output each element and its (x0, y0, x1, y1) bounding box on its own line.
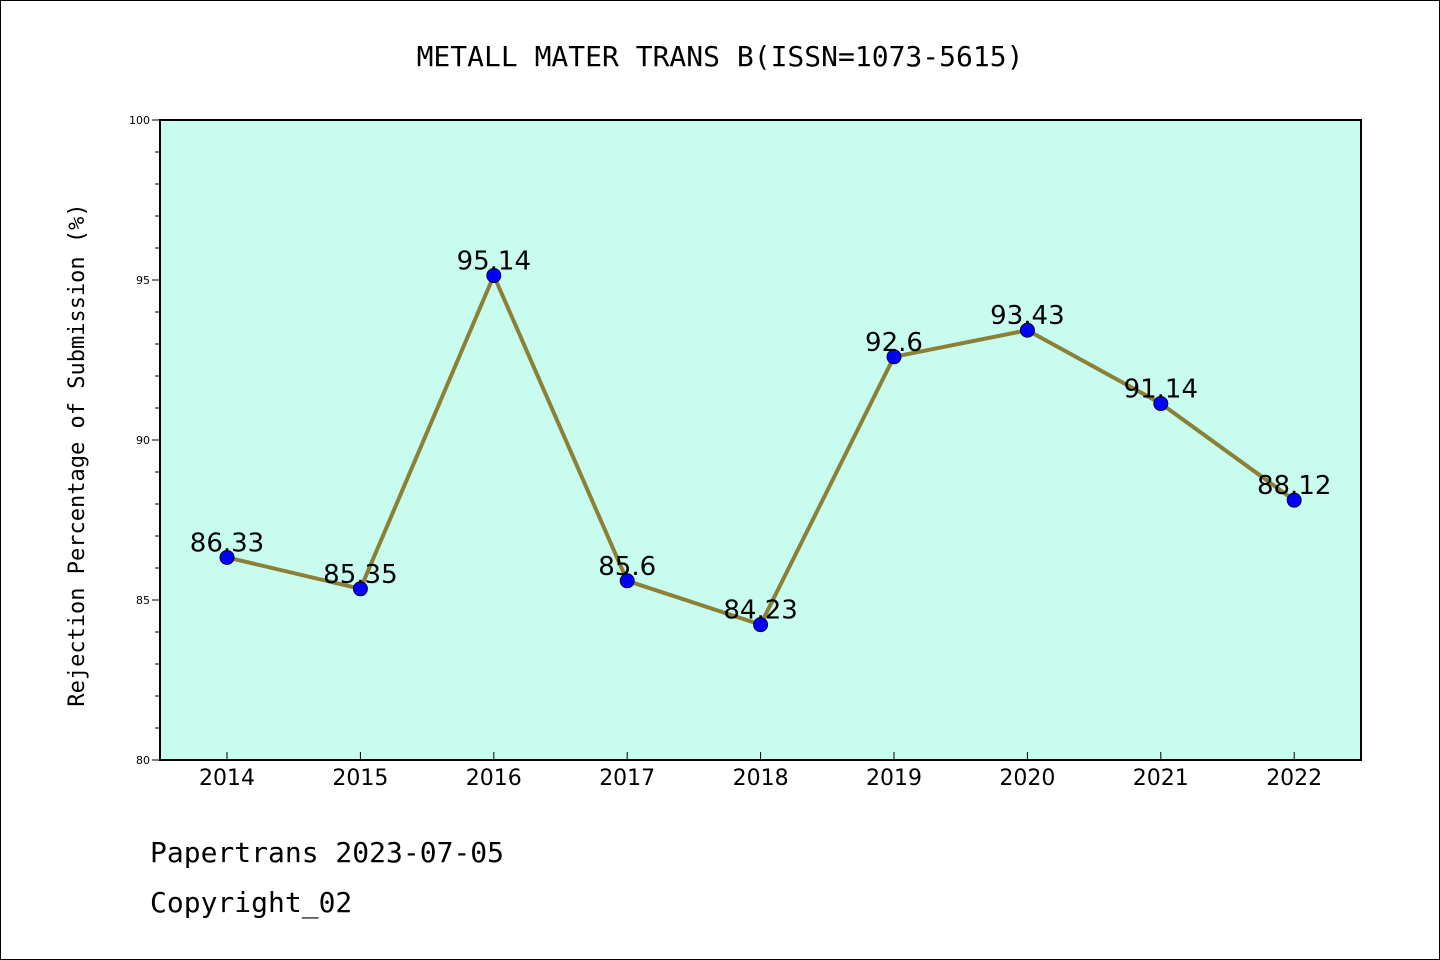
data-point (1286, 492, 1302, 508)
data-labels: 86.33 85.35 95.14 85.6 84.23 92.6 93.43 91.14 88… (190, 247, 1332, 626)
x-tick-label: 2022 (1266, 766, 1322, 791)
x-axis-ticks (226, 752, 1295, 760)
data-label: 88.12 (1257, 471, 1331, 501)
chart-title: METALL MATER TRANS B(ISSN=1073-5615) (417, 40, 1024, 73)
data-label: 85.6 (598, 552, 656, 582)
footer-date: Papertrans 2023-07-05 (150, 836, 505, 869)
data-label: 95.14 (457, 247, 531, 277)
data-point (886, 349, 902, 365)
y-tick-label: 100 (129, 114, 150, 127)
x-tick-label: 2014 (199, 766, 255, 791)
x-tick-label: 2015 (332, 766, 388, 791)
data-label: 93.43 (990, 301, 1064, 331)
footer-copyright: Copyright_02 (150, 886, 353, 919)
x-tick-label: 2021 (1133, 766, 1189, 791)
y-tick-label: 85 (136, 594, 150, 607)
y-tick-label: 95 (136, 274, 150, 287)
data-label: 85.35 (323, 560, 397, 590)
data-point (1019, 322, 1035, 338)
data-point (219, 549, 235, 565)
y-axis-ticks (152, 119, 160, 761)
data-label: 92.6 (865, 328, 923, 358)
x-axis-tick-labels: 2014 2015 2016 2017 2018 2019 2020 2021 2022 (199, 766, 1322, 791)
x-tick-label: 2017 (599, 766, 655, 791)
data-label: 91.14 (1124, 375, 1198, 405)
data-label: 84.23 (723, 596, 797, 626)
data-point (619, 573, 635, 589)
x-tick-label: 2018 (733, 766, 789, 791)
y-axis-tick-labels: 80 85 90 95 100 (129, 114, 150, 767)
data-point (753, 617, 769, 633)
y-axis-label: Rejection Percentage of Submission (%) (65, 203, 90, 706)
x-tick-label: 2019 (866, 766, 922, 791)
y-tick-label: 90 (136, 434, 150, 447)
data-point (352, 581, 368, 597)
x-tick-label: 2020 (999, 766, 1055, 791)
series-markers (219, 268, 1302, 633)
plot-area (159, 119, 1362, 761)
data-point (1153, 396, 1169, 412)
x-tick-label: 2016 (466, 766, 522, 791)
data-point (486, 268, 502, 284)
y-tick-label: 80 (136, 754, 150, 767)
data-label: 86.33 (190, 528, 264, 558)
